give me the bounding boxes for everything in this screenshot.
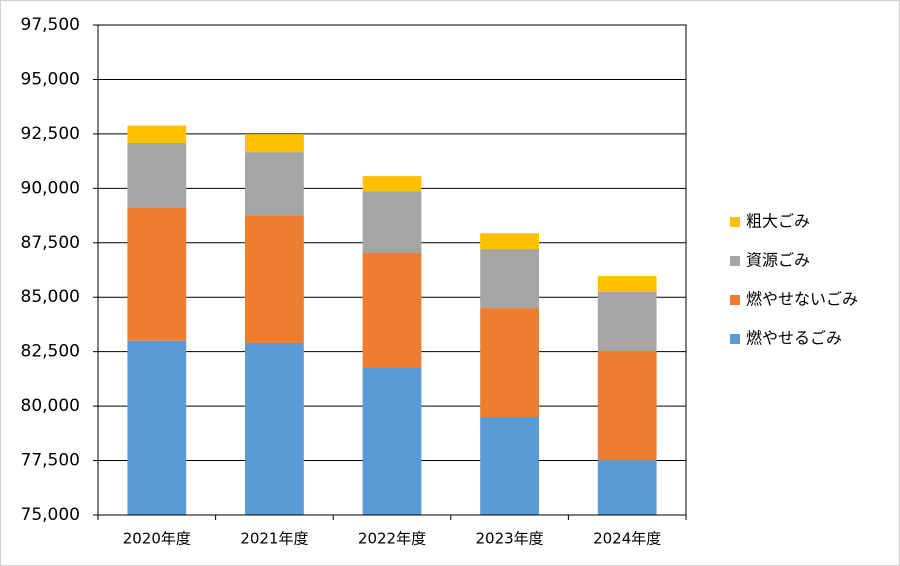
legend-label: 粗大ごみ: [746, 212, 810, 231]
x-tick-label: 2022年度: [358, 530, 426, 548]
y-tick-label: 90,000: [21, 178, 80, 198]
bar-segment: [127, 207, 187, 341]
bar-segment: [597, 459, 657, 515]
bar-segment: [362, 191, 422, 254]
bar-segment: [480, 233, 539, 250]
bar-segment: [127, 143, 187, 208]
legend-swatch: [730, 217, 740, 227]
x-tick-label: 2024年度: [593, 530, 661, 548]
y-tick-label: 75,000: [21, 505, 80, 525]
bar-segment: [362, 368, 422, 515]
y-tick-label: 77,500: [21, 451, 80, 471]
bar-segment: [245, 152, 304, 216]
legend-label: 資源ごみ: [746, 251, 810, 270]
bar-segment: [127, 125, 187, 144]
bar-segment: [480, 417, 539, 515]
y-tick-label: 82,500: [21, 342, 80, 362]
bar-segment: [362, 253, 422, 368]
legend-label: 燃やせないごみ: [746, 290, 858, 309]
bar-segment: [597, 291, 657, 352]
bar-segment: [245, 342, 304, 515]
x-tick-label: 2023年度: [476, 530, 544, 548]
bar-segment: [597, 351, 657, 460]
y-tick-label: 92,500: [21, 124, 80, 144]
legend-label: 燃やせるごみ: [746, 329, 842, 348]
y-tick-label: 85,000: [21, 287, 80, 307]
bar-segment: [480, 249, 539, 309]
bar-segment: [362, 176, 422, 192]
x-tick-label: 2021年度: [240, 530, 308, 548]
bar-segment: [127, 340, 187, 515]
y-tick-label: 97,500: [21, 15, 80, 35]
bar-segment: [480, 308, 539, 417]
y-tick-label: 80,000: [21, 396, 80, 416]
x-tick-label: 2020年度: [123, 530, 191, 548]
bar-segment: [245, 134, 304, 153]
legend-swatch: [730, 295, 740, 305]
legend-swatch: [730, 334, 740, 344]
legend-swatch: [730, 256, 740, 266]
bar-segment: [245, 215, 304, 343]
y-tick-label: 95,000: [21, 69, 80, 89]
y-tick-label: 87,500: [21, 233, 80, 253]
bar-segment: [597, 276, 657, 292]
plot-border: [97, 24, 687, 516]
